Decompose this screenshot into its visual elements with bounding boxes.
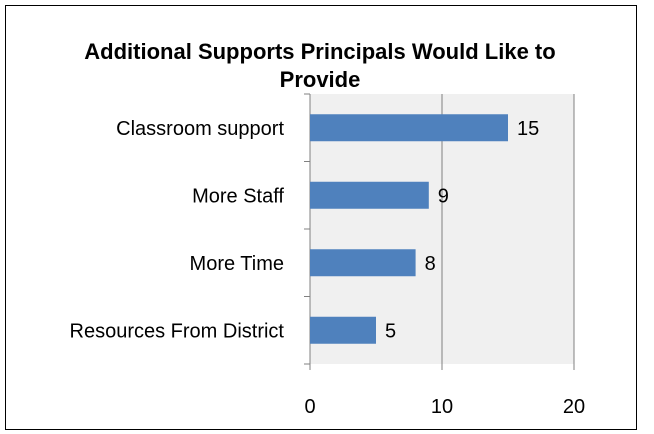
bar	[310, 316, 376, 344]
chart-title: Additional Supports Principals Would Lik…	[84, 39, 556, 92]
data-label: 15	[517, 118, 539, 140]
data-label: 8	[425, 253, 436, 275]
y-tick-label: More Staff	[192, 185, 284, 207]
bar	[310, 114, 508, 142]
y-tick-label: More Time	[190, 253, 284, 275]
y-tick-label: Resources From District	[70, 320, 285, 342]
data-label: 5	[385, 320, 396, 342]
bar	[310, 181, 429, 209]
x-tick-label: 10	[431, 396, 453, 418]
data-label: 9	[438, 185, 449, 207]
y-tick-label: Classroom support	[116, 118, 284, 140]
x-tick-label: 0	[304, 396, 315, 418]
bar	[310, 249, 416, 277]
x-tick-label: 20	[563, 396, 585, 418]
